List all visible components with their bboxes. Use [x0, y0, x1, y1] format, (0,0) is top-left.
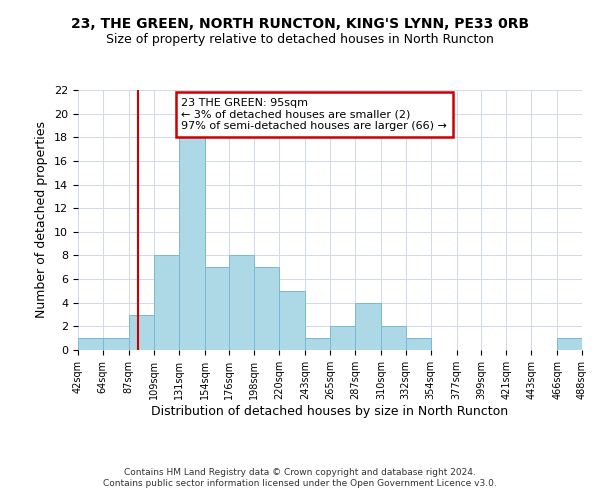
Bar — [406, 338, 431, 350]
Bar — [154, 256, 179, 350]
Bar — [179, 138, 205, 350]
Text: Contains HM Land Registry data © Crown copyright and database right 2024.
Contai: Contains HM Land Registry data © Crown c… — [103, 468, 497, 487]
Bar — [129, 314, 154, 350]
Bar — [103, 338, 129, 350]
Bar — [205, 268, 229, 350]
Bar — [279, 291, 305, 350]
Bar — [381, 326, 406, 350]
Y-axis label: Number of detached properties: Number of detached properties — [35, 122, 49, 318]
Bar — [355, 302, 381, 350]
Text: Size of property relative to detached houses in North Runcton: Size of property relative to detached ho… — [106, 32, 494, 46]
Text: 23, THE GREEN, NORTH RUNCTON, KING'S LYNN, PE33 0RB: 23, THE GREEN, NORTH RUNCTON, KING'S LYN… — [71, 18, 529, 32]
Bar — [78, 338, 103, 350]
Bar — [229, 256, 254, 350]
Bar — [254, 268, 279, 350]
Bar — [330, 326, 355, 350]
Text: 23 THE GREEN: 95sqm
← 3% of detached houses are smaller (2)
97% of semi-detached: 23 THE GREEN: 95sqm ← 3% of detached hou… — [181, 98, 447, 131]
Bar — [305, 338, 330, 350]
Bar — [557, 338, 582, 350]
X-axis label: Distribution of detached houses by size in North Runcton: Distribution of detached houses by size … — [151, 404, 509, 417]
